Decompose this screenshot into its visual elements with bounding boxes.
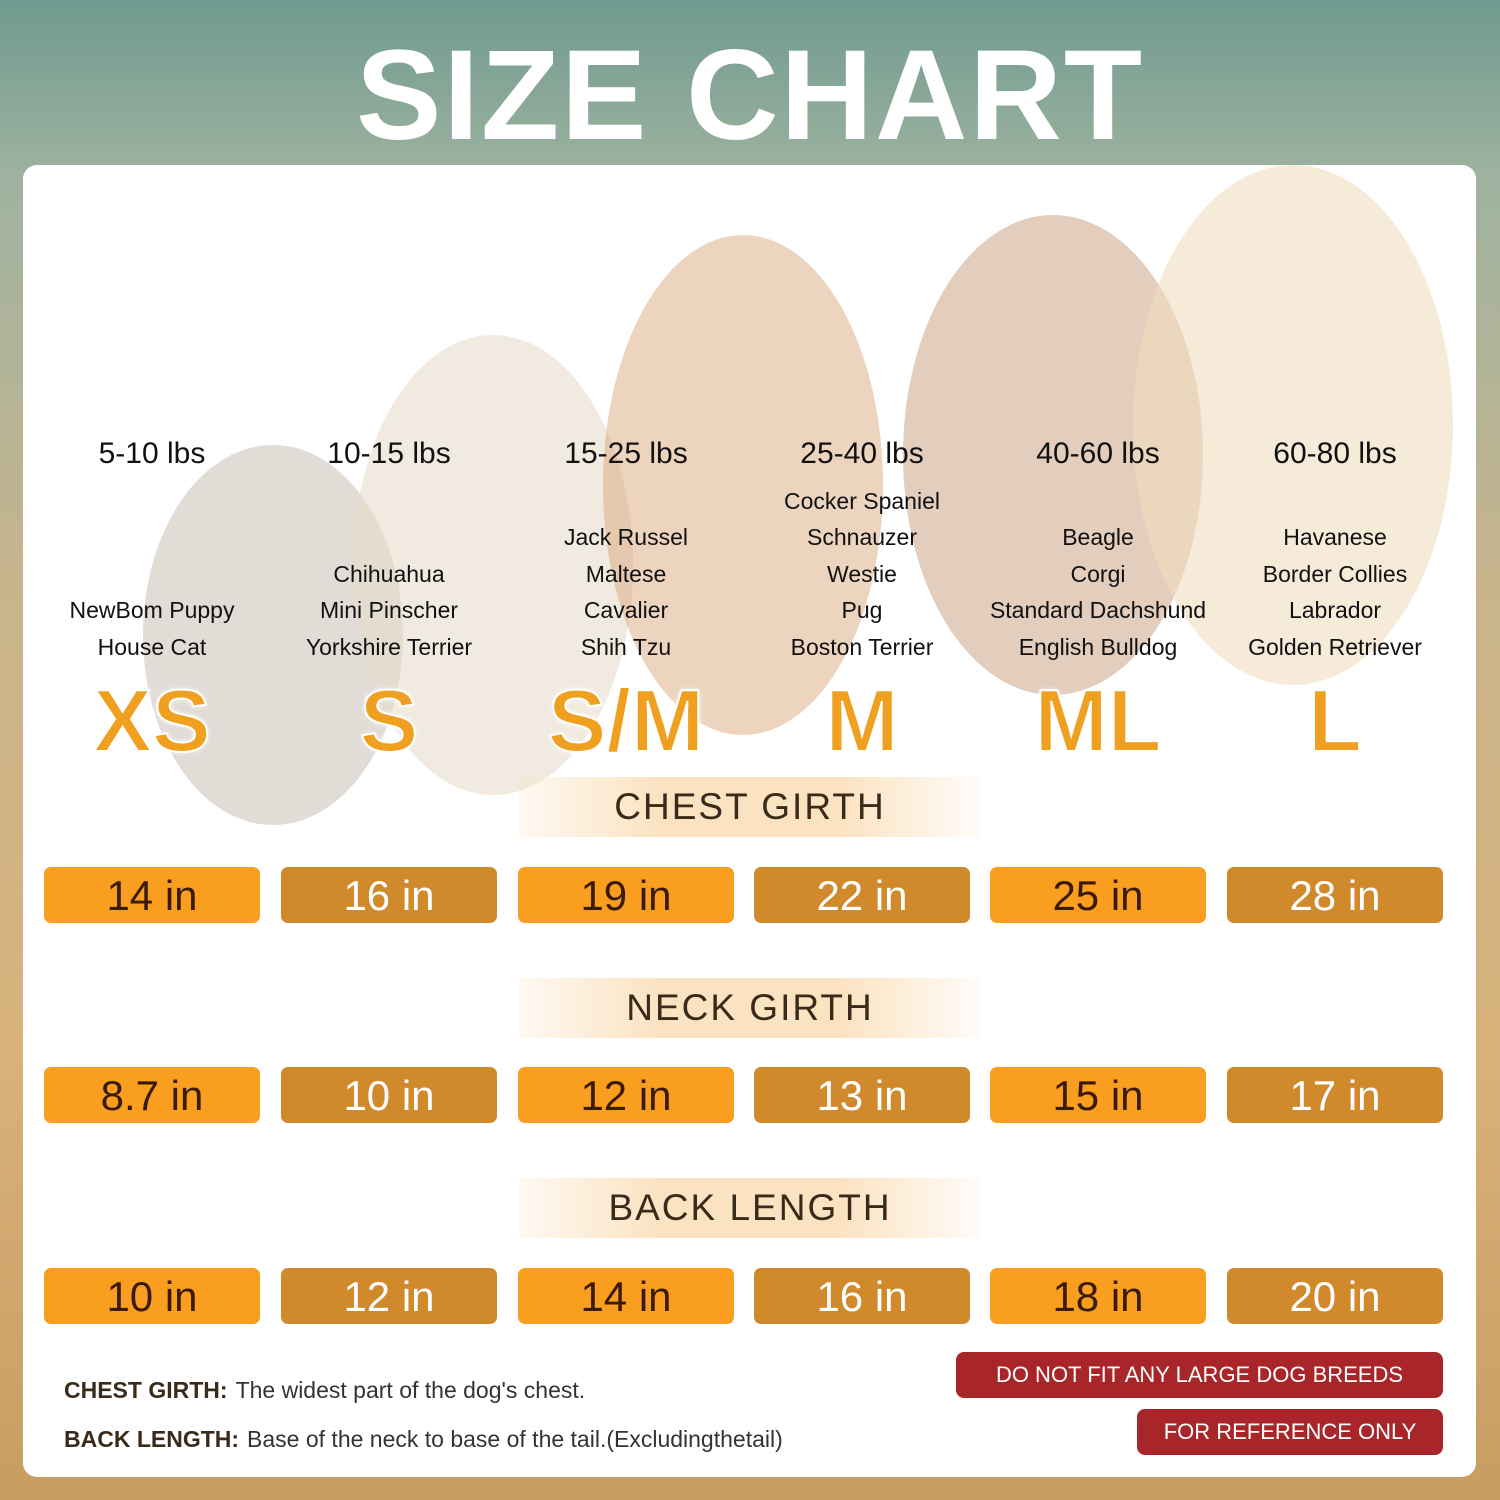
breed-name: NewBom Puppy: [69, 597, 235, 623]
measurement-value: 22 in: [754, 867, 970, 923]
note-text: The widest part of the dog's chest.: [235, 1377, 586, 1403]
measurement-value: 18 in: [990, 1268, 1206, 1324]
breed-name: Shih Tzu: [580, 633, 672, 660]
weight-range: 10-15 lbs: [327, 437, 451, 470]
breed-name: English Bulldog: [1018, 633, 1178, 660]
measurement-value: 17 in: [1227, 1067, 1443, 1123]
breed-list: Chihuahua Mini Pinscher Yorkshire Terrier: [259, 556, 519, 666]
breed-name: Labrador: [1288, 597, 1382, 623]
breed-list: Beagle Corgi Standard Dachshund English Bul…: [968, 519, 1228, 665]
breed-name: Cavalier: [583, 597, 669, 623]
breed-name: Mini Pinscher: [319, 597, 459, 623]
breed-name: Boston Terrier: [790, 633, 934, 660]
breed-name: Cocker Spaniel: [784, 487, 940, 514]
chest-girth-note: CHEST GIRTH: The widest part of the dog's…: [64, 1377, 585, 1404]
measurement-value: 14 in: [44, 867, 260, 923]
measurement-value: 12 in: [518, 1067, 734, 1123]
measurement-value: 15 in: [990, 1067, 1206, 1123]
note-term: BACK LENGTH:: [64, 1426, 240, 1452]
breed-list: Havanese Border Collies Labrador Golden Ret…: [1205, 519, 1465, 665]
measurement-value: 16 in: [754, 1268, 970, 1324]
weight-range: 5-10 lbs: [98, 437, 206, 470]
yorkie-image: [143, 445, 403, 825]
terrier-image: [353, 335, 633, 795]
size-label: M: [824, 670, 899, 771]
note-term: CHEST GIRTH:: [64, 1377, 228, 1403]
breed-name: Border Collies: [1262, 560, 1408, 587]
measurement-value: 10 in: [44, 1268, 260, 1324]
breed-name: House Cat: [97, 633, 207, 660]
breed-list: Jack Russel Maltese Cavalier Shih Tzu: [496, 519, 756, 665]
breed-name: Chihuahua: [333, 560, 445, 587]
breed-name: Golden Retriever: [1248, 633, 1422, 660]
page-title: SIZE CHART: [356, 24, 1144, 167]
size-label: S: [359, 670, 420, 771]
measurement-value: 16 in: [281, 867, 497, 923]
beagle-image: [903, 215, 1203, 695]
dog-photos: [143, 165, 1453, 825]
breed-name: Beagle: [1062, 524, 1134, 550]
breed-name: Maltese: [585, 560, 667, 587]
measurement-value: 12 in: [281, 1268, 497, 1324]
measurement-value: 8.7 in: [44, 1067, 260, 1123]
breed-name: Jack Russel: [564, 524, 688, 550]
note-text: Base of the neck to base of the tail.(Ex…: [247, 1426, 783, 1452]
section-header: CHEST GIRTH: [519, 777, 981, 837]
section-header: BACK LENGTH: [519, 1178, 981, 1238]
size-chart-card: 5-10 lbs NewBom Puppy House Cat XS 10-15 lbs…: [23, 165, 1476, 1477]
labrador-image: [1133, 165, 1453, 685]
breed-name: Yorkshire Terrier: [305, 633, 473, 660]
breed-name: Pug: [841, 597, 883, 623]
size-label: S/M: [547, 670, 705, 771]
warning-large-breeds: DO NOT FIT ANY LARGE DOG BREEDS: [956, 1352, 1443, 1398]
weight-range: 40-60 lbs: [1036, 437, 1160, 470]
french-bulldog-image: [603, 235, 883, 735]
size-label: ML: [1033, 670, 1162, 771]
breed-name: Schnauzer: [807, 524, 917, 550]
measurement-value: 19 in: [518, 867, 734, 923]
measurement-value: 25 in: [990, 867, 1206, 923]
measurement-value: 20 in: [1227, 1268, 1443, 1324]
breed-list: Cocker Spaniel Schnauzer Westie Pug Boston T…: [732, 483, 992, 666]
size-label: L: [1307, 670, 1363, 771]
breed-name: Standard Dachshund: [989, 597, 1207, 623]
measurement-value: 10 in: [281, 1067, 497, 1123]
section-header: NECK GIRTH: [519, 978, 981, 1038]
breed-name: Corgi: [1070, 560, 1126, 587]
measurement-value: 13 in: [754, 1067, 970, 1123]
measurement-value: 14 in: [518, 1268, 734, 1324]
back-length-note: BACK LENGTH: Base of the neck to base of …: [64, 1426, 783, 1453]
breed-name: Westie: [827, 560, 897, 587]
weight-range: 15-25 lbs: [564, 437, 688, 470]
breed-name: Havanese: [1283, 524, 1387, 550]
breed-list: NewBom Puppy House Cat: [23, 592, 282, 665]
warning-reference-only: FOR REFERENCE ONLY: [1137, 1409, 1443, 1455]
size-label: XS: [92, 670, 211, 771]
measurement-value: 28 in: [1227, 867, 1443, 923]
weight-range: 60-80 lbs: [1273, 437, 1397, 470]
weight-range: 25-40 lbs: [800, 437, 924, 470]
